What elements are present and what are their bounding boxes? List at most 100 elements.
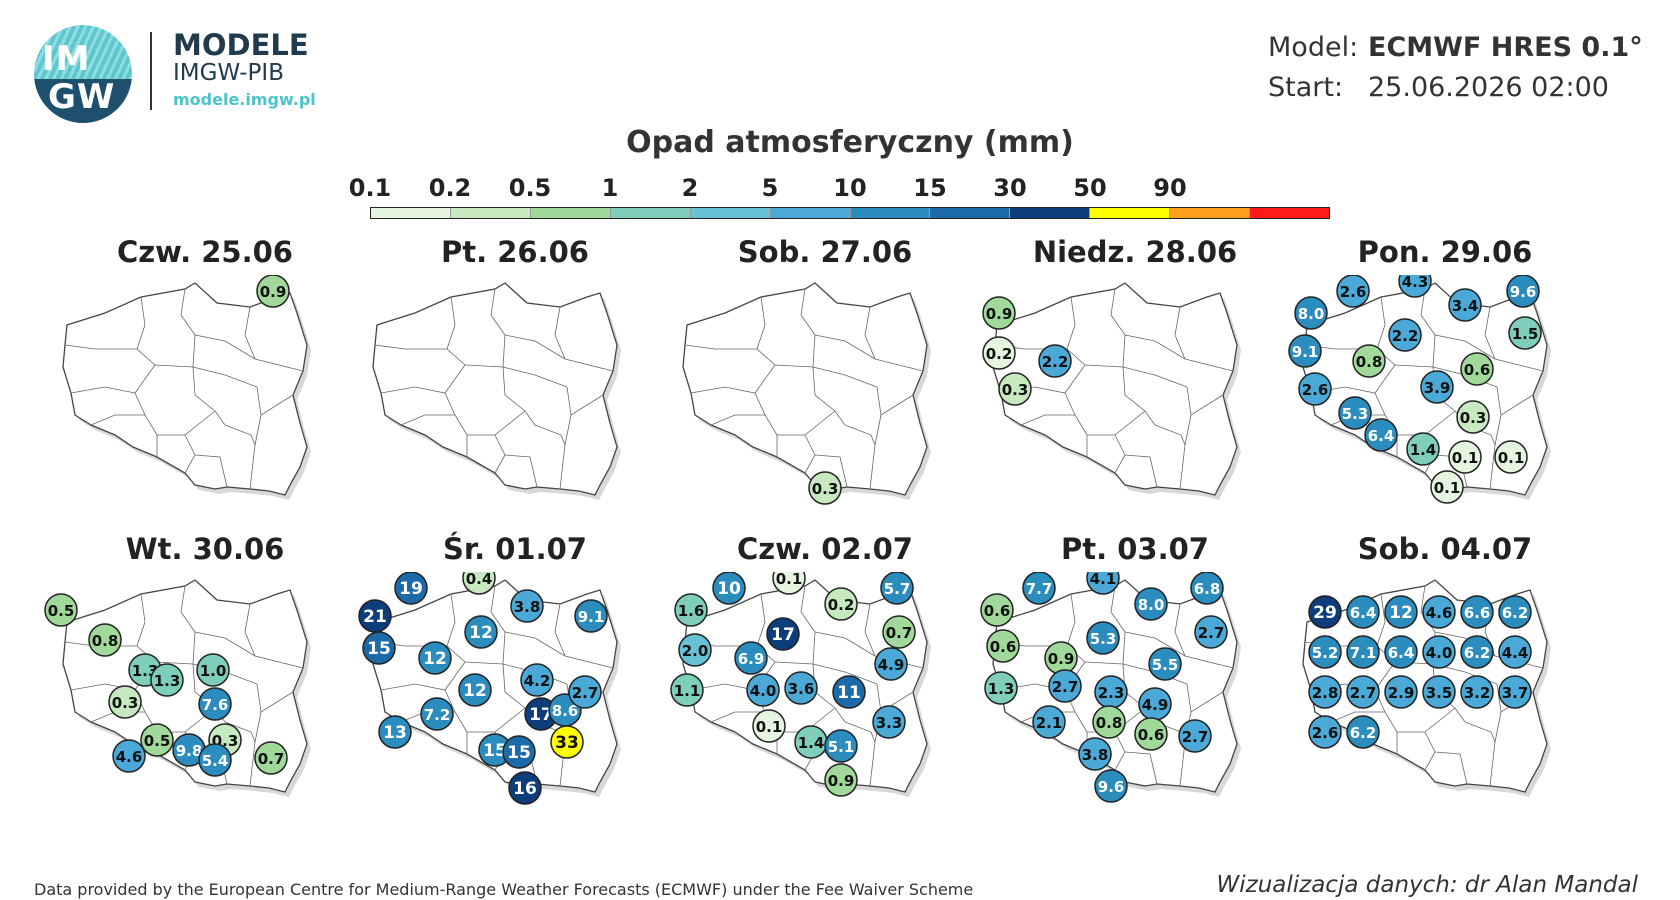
voivodeship-border (1484, 306, 1496, 360)
voivodeship-border (444, 689, 468, 754)
precip-bubble-circle (712, 572, 746, 605)
precip-bubble: 19 (394, 572, 428, 605)
legend-tick: 1 (601, 174, 619, 202)
precip-value: 2.2 (1042, 353, 1069, 371)
precip-bubble-circle (418, 641, 452, 675)
precip-value: 1.0 (200, 662, 227, 680)
voivodeship-border (1084, 364, 1188, 388)
precip-value: 0.6 (1138, 726, 1165, 744)
precip-bubble-circle (462, 572, 496, 595)
precip-value: 1.4 (798, 734, 825, 752)
precip-bubble: 6.4 (1346, 595, 1380, 629)
legend-color-segment (1090, 208, 1171, 218)
precip-bubble: 13 (378, 715, 412, 749)
precip-bubble-circle (1022, 572, 1056, 605)
precip-bubble-circle (1308, 715, 1342, 749)
precip-bubble-circle (824, 729, 858, 763)
voivodeship-border (1124, 751, 1158, 785)
brand-url[interactable]: modele.imgw.pl (173, 90, 316, 109)
day-panel: Śr. 01.07 19 0.4 21 3.8 9.1 15 12 12 12 4.2 17 7.2 15… (350, 532, 680, 852)
precip-value: 2.9 (1388, 684, 1415, 702)
precip-bubble: 4.9 (874, 647, 908, 681)
precip-bubble: 0.9 (256, 275, 290, 308)
precip-bubble-circle (458, 673, 492, 707)
voivodeship-border (400, 414, 455, 426)
voivodeship-border (490, 288, 506, 368)
precip-value: 3.8 (1082, 746, 1109, 764)
precip-bubble: 15 (362, 631, 396, 665)
precip-value: 8.0 (1298, 305, 1325, 323)
precip-bubble: 5.7 (880, 572, 914, 605)
day-panel: Wt. 30.06 0.5 0.8 1.3 1.0 1.3 0.3 7.6 0.3 0.5 9.8 4… (40, 532, 370, 852)
precip-bubble: 7.7 (1022, 572, 1056, 605)
precip-value: 2.7 (1198, 624, 1225, 642)
precip-bubble-circle (984, 671, 1018, 705)
precip-bubble: 2.7 (1194, 615, 1228, 649)
precip-bubble-circle (1494, 440, 1528, 474)
precip-bubble: 5.5 (1148, 647, 1182, 681)
day-label: Czw. 02.07 (737, 532, 913, 566)
voivodeship-border (800, 288, 816, 368)
precip-bubble: 0.8 (88, 623, 122, 657)
precip-bubble-circle (1194, 615, 1228, 649)
precip-bubble: 2.8 (1308, 675, 1342, 709)
precip-bubble-circle (1294, 296, 1328, 330)
legend-tick: 0.2 (428, 174, 472, 202)
day-panel: Pt. 26.06 (350, 235, 680, 555)
precip-bubble-circle (1032, 705, 1066, 739)
day-panel: Sob. 04.07 29 6.4 12 4.6 6.6 6.2 5.2 7.1 6.4 4.0 6.… (1280, 532, 1610, 852)
precip-bubble: 9.8 (172, 733, 206, 767)
precip-bubble-circle (752, 709, 786, 743)
precip-value: 2.7 (1350, 684, 1377, 702)
voivodeship-border (1464, 721, 1496, 743)
voivodeship-border (1434, 334, 1544, 372)
precip-bubble-circle (1346, 595, 1380, 629)
precip-bubble: 4.0 (746, 673, 780, 707)
precip-bubble-circle (784, 671, 818, 705)
voivodeship-border (504, 631, 614, 669)
precip-value: 0.1 (756, 718, 783, 736)
voivodeship-border (534, 424, 566, 446)
poland-map: 0.9 0.2 2.2 0.3 (982, 282, 1241, 500)
precip-bubble-circle (1190, 572, 1224, 605)
precip-value: 0.9 (260, 283, 287, 301)
precip-value: 29 (1313, 603, 1337, 623)
precip-value: 0.6 (984, 602, 1011, 620)
precip-bubble-circle (256, 275, 290, 308)
legend-tick: 0.5 (508, 174, 552, 202)
precip-value: 9.6 (1510, 283, 1537, 301)
precip-bubble: 1.4 (1406, 432, 1440, 466)
precip-value: 7.7 (1026, 580, 1053, 598)
precip-bubble: 29 (1308, 595, 1342, 629)
precip-bubble: 3.9 (1420, 370, 1454, 404)
precip-bubble-circle (378, 715, 412, 749)
legend-color-segment (610, 208, 691, 218)
precip-value: 7.2 (424, 706, 451, 724)
legend-tick: 90 (1153, 174, 1187, 202)
precip-bubble: 1.3 (984, 671, 1018, 705)
voivodeship-border (684, 344, 757, 350)
precip-bubble-circle (574, 599, 608, 633)
voivodeship-border (710, 414, 765, 426)
precip-value: 2.6 (1340, 283, 1367, 301)
precip-bubble: 0.3 (998, 372, 1032, 406)
precip-value: 13 (383, 723, 407, 743)
precip-bubble-circle (1422, 635, 1456, 669)
voivodeship-border (1110, 288, 1126, 368)
precip-bubble: 11 (832, 675, 866, 709)
precip-value: 2.8 (1312, 684, 1339, 702)
precip-value: 6.9 (738, 650, 765, 668)
precip-bubble-circle (1346, 635, 1380, 669)
precip-value: 33 (555, 733, 579, 753)
voivodeship-border (1066, 296, 1086, 366)
precip-bubble: 4.4 (1498, 635, 1532, 669)
precip-bubble-circle (1430, 470, 1464, 504)
precip-bubble-circle (772, 572, 806, 595)
precip-value: 5.2 (1312, 644, 1339, 662)
precip-bubble-circle (1460, 595, 1494, 629)
voivodeship-border (136, 296, 156, 366)
precip-value: 4.0 (750, 682, 777, 700)
country-outline (62, 282, 308, 496)
precip-value: 12 (463, 681, 487, 701)
precip-bubble-circle (140, 723, 174, 757)
